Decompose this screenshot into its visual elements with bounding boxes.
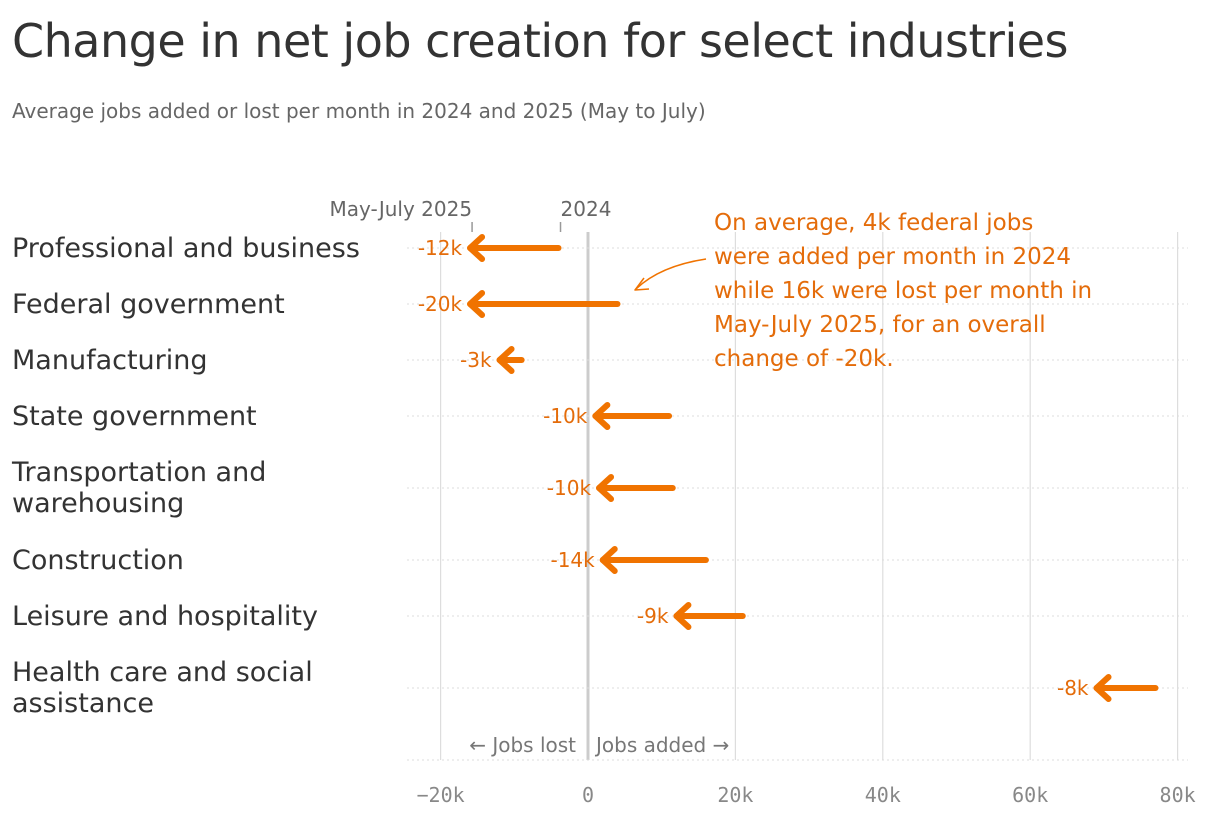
category-label: Construction bbox=[12, 545, 184, 576]
category-label-line: Transportation and bbox=[11, 457, 266, 488]
change-value-label: -8k bbox=[1057, 676, 1089, 700]
category-label-line: Federal government bbox=[12, 289, 285, 320]
x-tick-label: 0 bbox=[582, 783, 594, 807]
category-label-line: Professional and business bbox=[12, 233, 360, 264]
annotation-text: On average, 4k federal jobs were added p… bbox=[714, 210, 1093, 372]
category-label: Professional and business bbox=[12, 233, 360, 264]
change-value-label: -3k bbox=[460, 348, 492, 372]
key-label-2024: 2024 bbox=[561, 197, 612, 221]
jobs-added-label: Jobs added → bbox=[594, 733, 729, 757]
change-arrowhead-bottom bbox=[1093, 685, 1112, 702]
change-arrowhead-bottom bbox=[599, 557, 618, 574]
annotation-leader-arrowhead bbox=[634, 277, 650, 291]
category-label: Health care and social assistance bbox=[12, 657, 313, 719]
change-value-label: -10k bbox=[547, 476, 592, 500]
arrow-key: May-July 2025 2024 bbox=[330, 197, 612, 232]
change-arrowhead-bottom bbox=[496, 357, 515, 374]
industry-row: Construction -14k bbox=[12, 545, 709, 576]
industry-row: State government -10k bbox=[12, 401, 673, 432]
category-label-line: assistance bbox=[12, 688, 154, 719]
jobs-lost-label: ← Jobs lost bbox=[469, 733, 576, 757]
change-arrowhead-bottom bbox=[596, 485, 615, 502]
x-tick-label: 40k bbox=[865, 783, 901, 807]
category-label-line: Leisure and hospitality bbox=[12, 601, 318, 632]
change-arrowhead-bottom bbox=[592, 413, 611, 430]
category-label: Transportation and warehousing bbox=[11, 457, 266, 519]
category-label: Federal government bbox=[12, 289, 285, 320]
x-tick-label: 60k bbox=[1012, 783, 1048, 807]
change-value-label: -12k bbox=[418, 236, 463, 260]
annotation-leader-line bbox=[635, 258, 707, 290]
gridlines bbox=[407, 232, 1188, 761]
x-tick-label: 80k bbox=[1160, 783, 1196, 807]
chart-subtitle: Average jobs added or lost per month in … bbox=[12, 99, 706, 123]
category-label-line: warehousing bbox=[12, 488, 184, 519]
key-label-2025: May-July 2025 bbox=[330, 197, 473, 221]
x-tick-label: −20k bbox=[417, 783, 465, 807]
category-label: Manufacturing bbox=[12, 345, 208, 376]
industry-row: Health care and social assistance -8k bbox=[12, 657, 1159, 719]
industry-row: Manufacturing -3k bbox=[12, 345, 525, 376]
industry-row: Professional and business -12k bbox=[12, 233, 562, 264]
industry-row: Federal government -20k bbox=[12, 289, 621, 320]
category-label-line: State government bbox=[12, 401, 257, 432]
chart-title: Change in net job creation for select in… bbox=[12, 14, 1069, 68]
x-tick-label: 20k bbox=[717, 783, 753, 807]
annotation-pointer bbox=[634, 258, 707, 291]
change-value-label: -14k bbox=[550, 548, 595, 572]
change-value-label: -10k bbox=[543, 404, 588, 428]
category-label-line: Construction bbox=[12, 545, 184, 576]
category-label-line: Manufacturing bbox=[12, 345, 208, 376]
change-value-label: -20k bbox=[418, 292, 463, 316]
change-arrowhead-bottom bbox=[467, 301, 486, 318]
industry-row: Leisure and hospitality -9k bbox=[12, 601, 746, 632]
category-label: Leisure and hospitality bbox=[12, 601, 318, 632]
x-axis: −20k 0 20k 40k 60k 80k ← Jobs lost Jobs added → bbox=[417, 733, 1196, 807]
industry-row: Transportation and warehousing -10k bbox=[11, 457, 676, 519]
change-arrowhead-bottom bbox=[467, 245, 486, 262]
rows: Professional and business -12k Federal gov… bbox=[11, 233, 1159, 719]
change-value-label: -9k bbox=[637, 604, 669, 628]
change-arrowhead-bottom bbox=[673, 613, 692, 630]
category-label: State government bbox=[12, 401, 257, 432]
category-label-line: Health care and social bbox=[12, 657, 313, 688]
